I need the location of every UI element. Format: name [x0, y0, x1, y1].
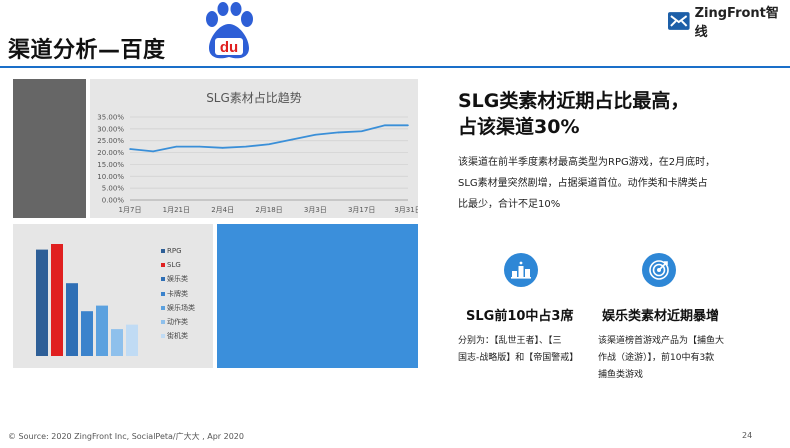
x-tick-label: 2月18日 — [255, 206, 282, 214]
data-point — [245, 145, 247, 148]
legend-swatch — [161, 263, 165, 268]
y-tick-label: 0.00% — [102, 197, 125, 205]
legend-item: 卡牌类 — [161, 287, 195, 301]
legend-label: 街机类 — [167, 332, 188, 341]
line-chart-panel: SLG素材占比趋势 0.00% 5.00% 10.00% 15.00% 20.00% 25… — [90, 79, 418, 218]
bar-chart — [36, 244, 138, 356]
bar-RPG — [36, 249, 48, 356]
headline: SLG类素材近期占比最高， 占该渠道30% — [458, 88, 689, 140]
bar-卡牌类 — [81, 311, 93, 356]
data-point — [198, 145, 201, 148]
legend-item: RPG — [161, 244, 195, 258]
x-tick-label: 3月31日 — [394, 206, 418, 214]
data-point — [268, 143, 270, 146]
legend-item: 娱乐场类 — [161, 301, 195, 315]
legend-label: 娱乐场类 — [167, 303, 195, 312]
legend-item: SLG — [161, 258, 195, 272]
bar-娱乐类 — [66, 283, 78, 356]
blue-image-placeholder — [217, 224, 418, 368]
y-tick-label: 15.00% — [97, 161, 124, 169]
podium-icon — [504, 253, 538, 287]
legend-item: 动作类 — [161, 315, 195, 329]
feature-2-title: 娱乐类素材近期暴增 — [602, 309, 720, 324]
x-tick-label: 3月17日 — [348, 206, 375, 214]
y-tick-label: 20.00% — [97, 149, 124, 157]
data-point — [175, 145, 178, 148]
data-point — [314, 133, 317, 136]
brand-logo: ZingFront智线 — [668, 6, 790, 40]
line-chart-title: SLG素材占比趋势 — [206, 91, 302, 105]
brand-name: ZingFront智线 — [694, 6, 779, 40]
y-tick-label: 35.00% — [97, 114, 124, 122]
x-tick-label: 1月21日 — [163, 206, 190, 214]
y-tick-label: 25.00% — [97, 137, 124, 145]
legend-swatch — [161, 277, 165, 282]
x-tick-label: 1月7日 — [119, 206, 142, 214]
bar-chart-legend: RPG SLG 娱乐类卡牌类娱乐场类动作类街机类 — [161, 244, 195, 343]
x-tick-label: 2月4日 — [211, 206, 234, 214]
target-icon — [642, 253, 676, 287]
legend-label: SLG — [167, 261, 181, 270]
y-tick-label: 30.00% — [97, 125, 124, 133]
page-number: 24 — [742, 431, 753, 440]
data-point — [384, 124, 386, 127]
legend-label: 动作类 — [167, 318, 188, 327]
data-point — [152, 150, 154, 153]
description-line-1: 该渠道在前半季度素材最高类型为RPG游戏，在2月底时， — [458, 157, 716, 168]
feature-1-title: SLG前10中占3席 — [466, 309, 574, 324]
data-point — [360, 130, 363, 133]
x-tick-label: 3月3日 — [304, 206, 327, 214]
brand-mark-icon — [668, 12, 690, 30]
feature-1-text: 分别为：【乱世王者】、【三 国志-战略版】和【帝国警戒】 — [458, 336, 579, 363]
y-tick-label: 5.00% — [102, 185, 125, 193]
data-point — [337, 131, 340, 134]
data-point — [129, 148, 131, 150]
data-point — [407, 124, 409, 127]
legend-swatch — [161, 334, 165, 339]
feature-2-text: 该渠道榜首游戏产品为【捕鱼大 作战（途游）】，前10中有3款 捕鱼类游戏 — [598, 336, 725, 380]
title-divider — [0, 66, 790, 68]
legend-label: 娱乐类 — [167, 275, 188, 284]
bar-街机类 — [126, 324, 138, 356]
line-chart: 0.00% 5.00% 10.00% 15.00% 20.00% 25.00% 30.00%… — [97, 114, 418, 215]
source-footer: © Source: 2020 ZingFront Inc, SocialPeta… — [8, 432, 244, 441]
bar-娱乐场类 — [96, 305, 108, 356]
legend-item: 娱乐类 — [161, 272, 195, 286]
data-point — [291, 138, 293, 141]
legend-swatch — [161, 291, 165, 296]
description: 该渠道在前半季度素材最高类型为RPG游戏，在2月底时， SLG素材量突然剧增，占… — [458, 152, 758, 215]
baidu-logo: du — [201, 2, 257, 62]
legend-swatch — [161, 320, 165, 325]
description-line-3: 比最少，合计不足10% — [458, 199, 561, 210]
legend-swatch — [161, 249, 165, 254]
bar-SLG — [51, 244, 63, 356]
bar-chart-panel: RPG SLG 娱乐类卡牌类娱乐场类动作类街机类 — [13, 224, 213, 368]
legend-label: 卡牌类 — [167, 289, 188, 298]
legend-swatch — [161, 305, 165, 310]
svg-text:du: du — [220, 39, 238, 56]
gray-placeholder — [13, 79, 86, 218]
legend-item: 街机类 — [161, 329, 195, 343]
headline-line-1: SLG类素材近期占比最高， — [458, 90, 690, 112]
series-line — [129, 124, 408, 153]
slide-title: 渠道分析—百度 — [8, 38, 166, 63]
headline-line-2: 占该渠道30% — [458, 116, 580, 138]
legend-label: RPG — [167, 247, 182, 256]
y-tick-label: 10.00% — [97, 173, 124, 181]
description-line-2: SLG素材量突然剧增，占据渠道首位。动作类和卡牌类占 — [458, 178, 708, 189]
data-point — [221, 147, 224, 149]
bar-动作类 — [111, 329, 123, 356]
